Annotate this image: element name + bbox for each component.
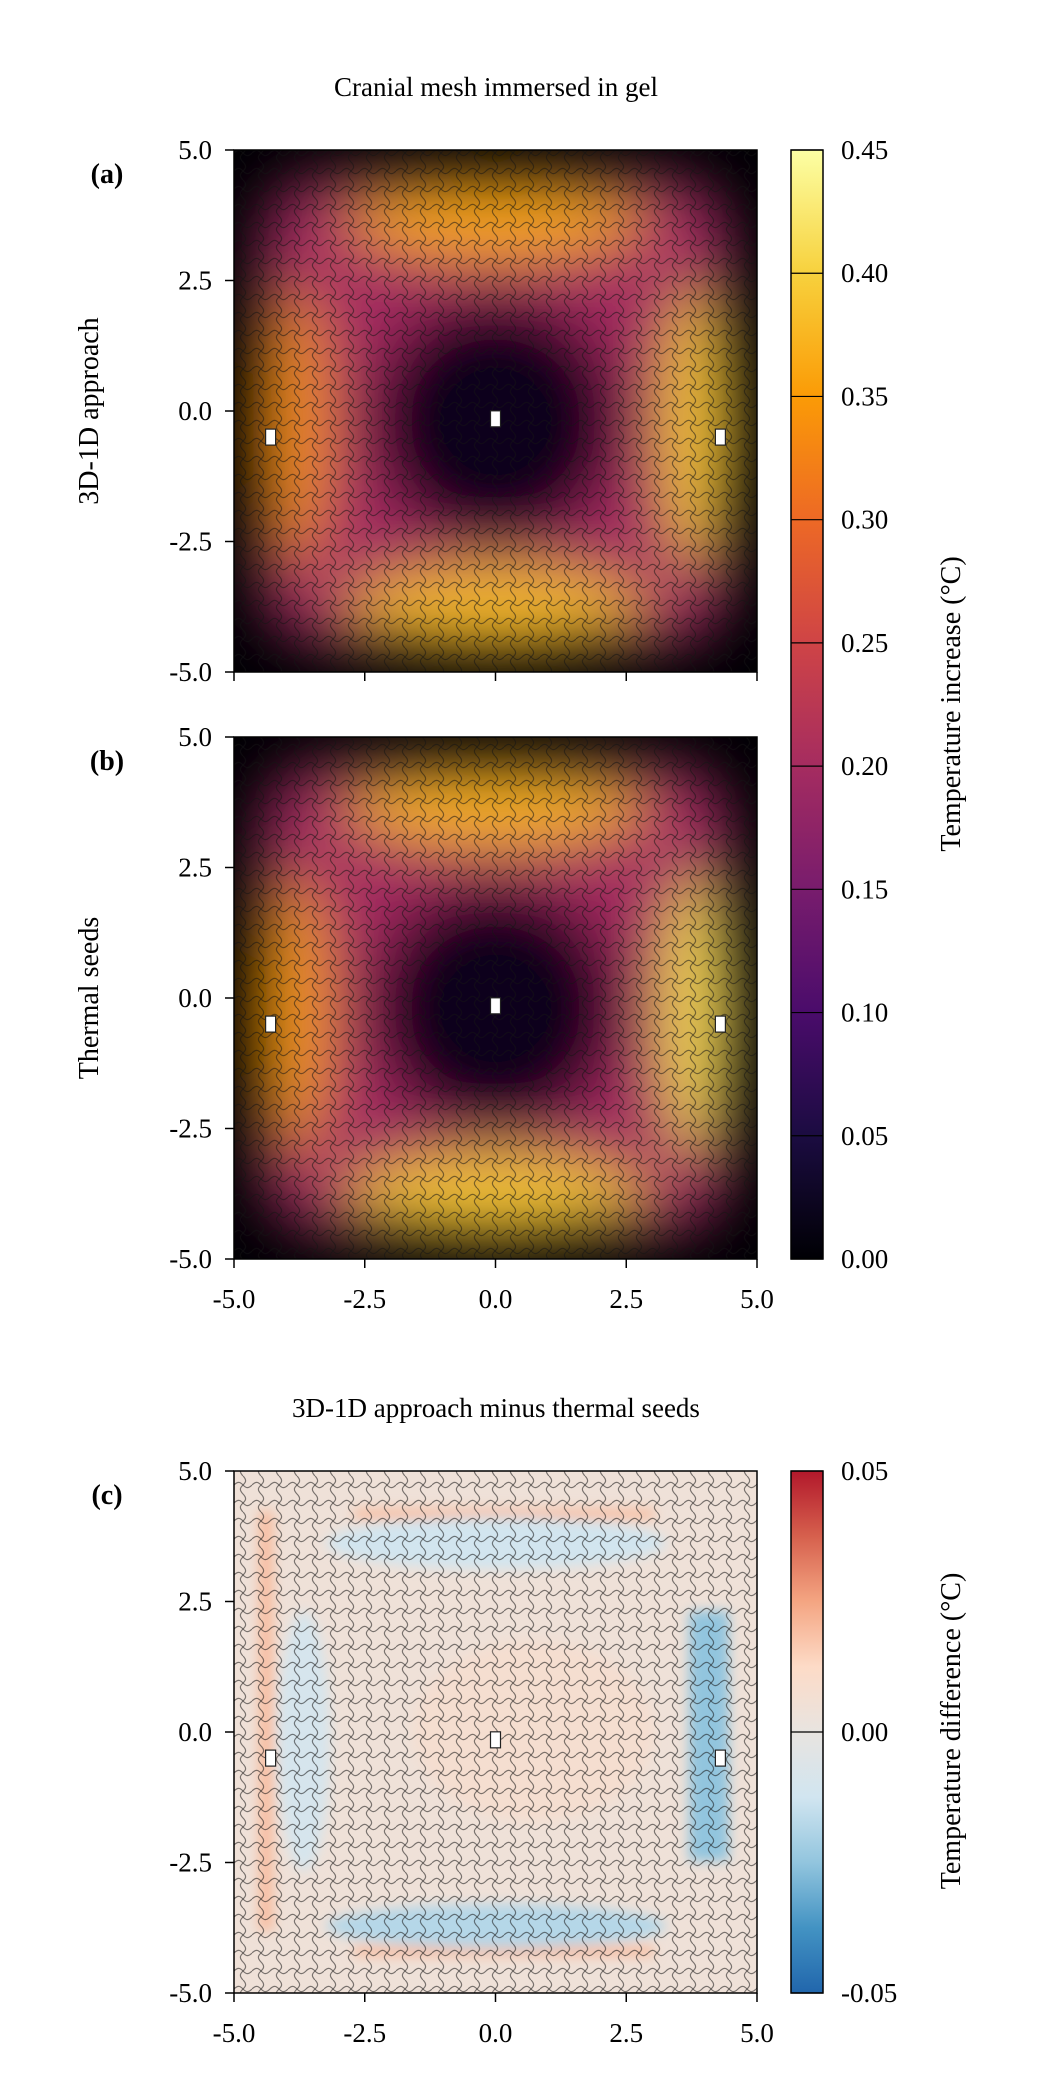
- x-tick-label: 2.5: [609, 2018, 643, 2048]
- panel-label-c: (c): [91, 1480, 122, 1511]
- heatmap-panel-a: 5.0 2.5 0.0 -2.5 -5.0: [169, 135, 758, 687]
- y-tick-label: 2.5: [178, 853, 212, 883]
- y-tick-label: -2.5: [169, 527, 212, 557]
- colorbar-tick-label: 0.05: [841, 1456, 888, 1486]
- colorbar-tick-label: 0.40: [841, 258, 888, 288]
- colorbar-tick-label: 0.25: [841, 628, 888, 658]
- colorbar-label-increase: Temperature increase (°C): [936, 556, 967, 851]
- source-marker: [265, 428, 277, 446]
- title-bottom: 3D-1D approach minus thermal seeds: [292, 1393, 700, 1423]
- y-tick-label: -5.0: [169, 1978, 212, 2008]
- y-tick-label: 0.0: [178, 983, 212, 1013]
- title-top: Cranial mesh immersed in gel: [334, 72, 658, 102]
- x-tick-label: 0.0: [479, 2018, 513, 2048]
- y-tick-label: 5.0: [178, 722, 212, 752]
- x-tick-label: -5.0: [213, 2018, 256, 2048]
- panel-label-b: (b): [90, 746, 124, 777]
- y-tick-label: -5.0: [169, 657, 212, 687]
- source-marker: [714, 1749, 726, 1767]
- y-tick-label: 2.5: [178, 266, 212, 296]
- y-tick-label: 5.0: [178, 1456, 212, 1486]
- source-marker: [714, 1015, 726, 1033]
- colorbar-tick-label: 0.30: [841, 505, 888, 535]
- source-marker: [265, 1015, 277, 1033]
- y-tick-label: 2.5: [178, 1587, 212, 1617]
- x-tick-label: -2.5: [343, 2018, 386, 2048]
- heatmap-panel-b: 5.0 2.5 0.0 -2.5 -5.0-5.0 -2.5 0.0 2.5 5.0: [169, 722, 774, 1314]
- y-tick-label: -5.0: [169, 1244, 212, 1274]
- ylabel-b: Thermal seeds: [74, 917, 105, 1080]
- y-tick-label: -2.5: [169, 1114, 212, 1144]
- x-tick-label: -5.0: [213, 1284, 256, 1314]
- x-tick-label: 5.0: [740, 2018, 774, 2048]
- colorbar-temperature-increase: 0.45 0.40 0.35 0.30 0.25 0.20 0.15 0.10 0.05 0.00: [790, 135, 888, 1274]
- colorbar-gradient: [790, 149, 824, 1260]
- colorbar-tick-label: 0.00: [841, 1244, 888, 1274]
- colorbar-temperature-difference: 0.05 0.00 -0.05: [790, 1456, 897, 2008]
- source-marker: [489, 1731, 502, 1749]
- colorbar-label-difference: Temperature difference (°C): [936, 1573, 967, 1890]
- ylabel-a: 3D-1D approach: [74, 317, 105, 504]
- x-tick-label: 0.0: [479, 1284, 513, 1314]
- source-marker: [489, 997, 502, 1015]
- colorbar-tick-label: 0.15: [841, 874, 888, 904]
- x-tick-label: 5.0: [740, 1284, 774, 1314]
- x-tick-label: 2.5: [609, 1284, 643, 1314]
- difference-panel-c: 5.0 2.5 0.0 -2.5 -5.0-5.0 -2.5 0.0 2.5 5.0: [169, 1456, 774, 2048]
- source-marker: [265, 1749, 277, 1767]
- colorbar-tick-label: 0.05: [841, 1121, 888, 1151]
- colorbar-tick-label: 0.20: [841, 751, 888, 781]
- colorbar-tick-label: -0.05: [841, 1978, 897, 2008]
- colorbar-tick-label: 0.10: [841, 998, 888, 1028]
- y-tick-label: -2.5: [169, 1848, 212, 1878]
- source-marker: [714, 428, 726, 446]
- colorbar-tick-label: 0.00: [841, 1717, 888, 1747]
- colorbar-tick-label: 0.45: [841, 135, 888, 165]
- y-tick-label: 0.0: [178, 1717, 212, 1747]
- y-tick-label: 5.0: [178, 135, 212, 165]
- panel-label-a: (a): [91, 159, 124, 190]
- source-marker: [489, 410, 502, 428]
- colorbar-tick-label: 0.35: [841, 381, 888, 411]
- x-tick-label: -2.5: [343, 1284, 386, 1314]
- y-tick-label: 0.0: [178, 396, 212, 426]
